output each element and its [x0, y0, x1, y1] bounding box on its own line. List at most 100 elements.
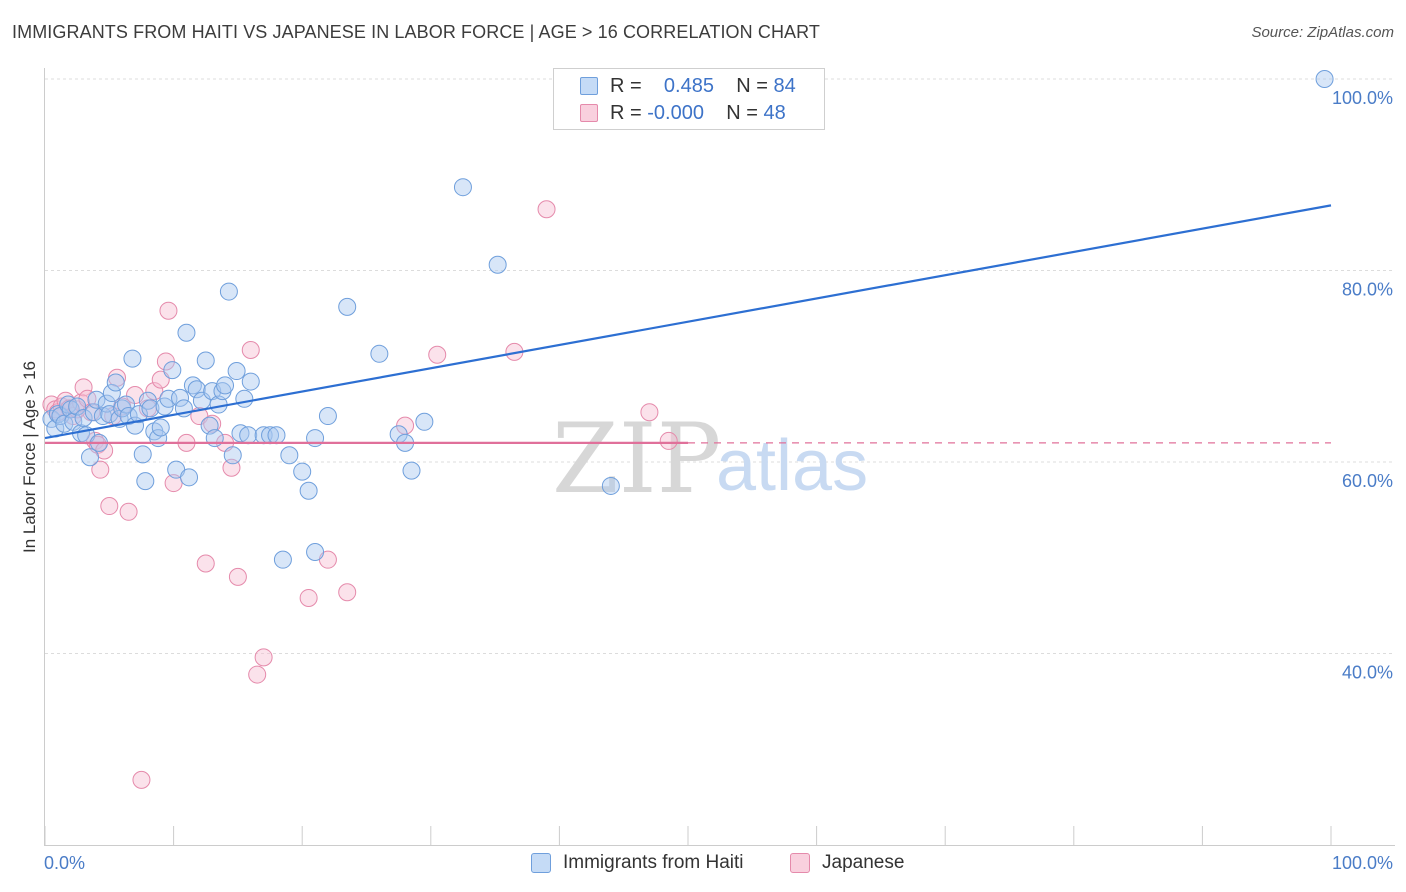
chart-title: IMMIGRANTS FROM HAITI VS JAPANESE IN LAB… — [12, 22, 821, 42]
japanese-point — [91, 460, 110, 479]
japanese-point — [228, 567, 247, 586]
haiti-point — [129, 405, 148, 424]
stats-legend: R = 0.485 N = 84 R = -0.000 N = 48 — [553, 68, 825, 130]
japanese-point — [640, 403, 659, 422]
haiti-point — [205, 429, 224, 448]
haiti-point — [171, 388, 190, 407]
japanese-point — [428, 345, 447, 364]
haiti-point — [59, 395, 78, 414]
grid-lines — [45, 78, 1395, 654]
haiti-point — [280, 446, 299, 465]
n-value: 84 — [773, 75, 796, 97]
haiti-point — [106, 373, 125, 392]
japanese-point — [248, 665, 267, 684]
haiti-point — [227, 362, 246, 381]
haiti-point — [318, 407, 337, 426]
x-tick-label-min: 0.0% — [44, 853, 85, 873]
japanese-point — [241, 340, 260, 359]
japanese-point — [132, 770, 151, 789]
japanese-point — [659, 431, 678, 450]
n-value: 48 — [763, 102, 786, 124]
watermark-zip: ZIP — [552, 403, 721, 515]
y-tick-label: 80.0% — [1342, 280, 1393, 300]
haiti-point — [133, 445, 152, 464]
haiti-point — [1315, 70, 1334, 88]
japanese-point — [254, 648, 273, 667]
haiti-point — [74, 408, 93, 427]
japanese-point — [159, 301, 178, 320]
haiti-legend-label: Immigrants from Haiti — [563, 852, 744, 873]
haiti-point — [306, 429, 325, 448]
haiti-legend-swatch — [531, 853, 551, 873]
haiti-point — [180, 468, 199, 487]
series-haiti-points — [42, 70, 1334, 569]
haiti-point — [196, 351, 215, 370]
haiti-point — [216, 376, 235, 395]
haiti-point — [370, 344, 389, 363]
n-label: N = — [736, 75, 768, 97]
haiti-point — [267, 426, 286, 445]
japanese-point — [145, 382, 164, 401]
haiti-point — [81, 448, 100, 467]
japanese-point — [151, 370, 170, 389]
n-label: N = — [726, 102, 758, 124]
haiti-stats: R = 0.485 N = 84 — [610, 75, 796, 98]
haiti-point — [415, 412, 434, 431]
japanese-point — [299, 588, 318, 607]
haiti-point — [273, 550, 292, 569]
japanese-legend-swatch — [790, 853, 810, 873]
haiti-point — [177, 323, 196, 342]
r-value: -0.000 — [647, 102, 704, 124]
y-tick-label: 40.0% — [1342, 663, 1393, 683]
haiti-point — [136, 472, 155, 491]
haiti-point — [117, 395, 136, 414]
haiti-point — [402, 461, 421, 480]
y-tick-label: 60.0% — [1342, 471, 1393, 491]
watermark-atlas: atlas — [716, 426, 868, 506]
japanese-legend-label: Japanese — [822, 852, 905, 873]
x-tick-label-max: 100.0% — [1332, 853, 1393, 873]
r-label: R = — [610, 75, 642, 97]
japanese-point — [338, 583, 357, 602]
haiti-point — [239, 426, 258, 445]
haiti-point — [293, 462, 312, 481]
haiti-point — [488, 255, 507, 274]
haiti-point — [338, 297, 357, 316]
axes — [44, 68, 1395, 846]
haiti-trend-line — [44, 204, 1332, 440]
trend-lines — [44, 204, 1332, 444]
haiti-point — [123, 349, 142, 368]
haiti-point — [102, 384, 121, 403]
haiti-point — [241, 372, 260, 391]
japanese-point — [537, 200, 556, 219]
japanese-point — [164, 474, 183, 493]
haiti-point — [299, 481, 318, 500]
source-credit: Source: ZipAtlas.com — [1251, 24, 1394, 41]
japanese-point — [74, 378, 93, 397]
y-axis-label: In Labor Force | Age > 16 — [20, 361, 39, 553]
haiti-point — [87, 390, 106, 409]
japanese-point — [203, 414, 222, 433]
japanese-point — [100, 497, 119, 516]
haiti-point — [68, 397, 87, 416]
haiti-point — [141, 399, 160, 418]
haiti-point — [223, 446, 242, 465]
haiti-point — [306, 543, 325, 562]
r-label: R = — [610, 102, 642, 124]
haiti-point — [601, 476, 620, 495]
haiti-point — [187, 380, 206, 399]
japanese-swatch — [580, 104, 598, 122]
haiti-point — [163, 361, 182, 380]
haiti-point — [235, 389, 254, 408]
japanese-point — [119, 502, 138, 521]
haiti-swatch — [580, 77, 598, 95]
haiti-point — [151, 418, 170, 437]
y-tick-label: 100.0% — [1332, 88, 1393, 108]
haiti-point — [453, 178, 472, 197]
japanese-point — [196, 554, 215, 573]
tick-labels: 40.0% 60.0% 80.0% 100.0% 0.0% 100.0% — [44, 88, 1393, 873]
haiti-point — [219, 282, 238, 301]
japanese-stats: R = -0.000 N = 48 — [610, 102, 786, 125]
r-value: 0.485 — [663, 75, 714, 97]
